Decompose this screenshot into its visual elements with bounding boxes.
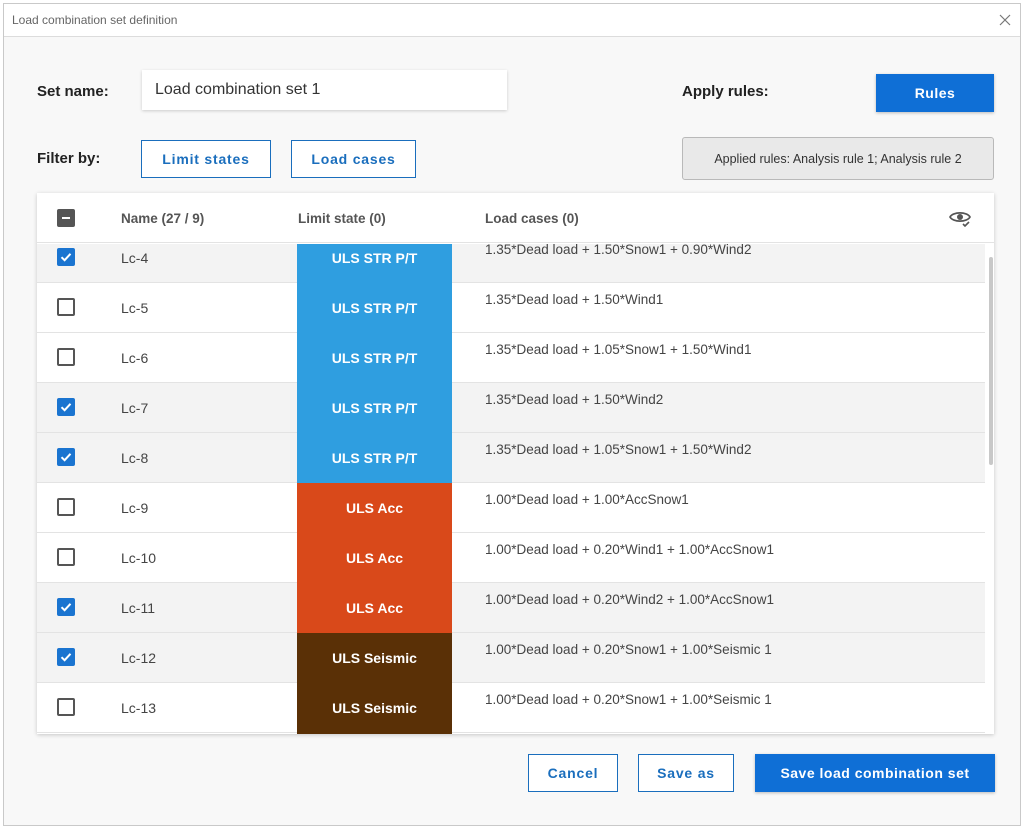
row-load-cases: 1.35*Dead load + 1.05*Snow1 + 1.50*Wind2 xyxy=(485,442,752,457)
table-row[interactable]: Lc-7 ULS STR P/T 1.35*Dead load + 1.50*Win… xyxy=(37,383,985,433)
scrollbar-thumb[interactable] xyxy=(989,257,993,465)
applied-rules-box: Applied rules: Analysis rule 1; Analysis… xyxy=(682,137,994,180)
row-checkbox[interactable] xyxy=(57,348,75,366)
column-visibility-button[interactable] xyxy=(948,208,972,233)
row-name: Lc-10 xyxy=(121,550,157,566)
row-name: Lc-12 xyxy=(121,650,157,666)
checkmark-icon xyxy=(60,603,72,612)
row-name: Lc-11 xyxy=(121,600,155,616)
row-limit-state-label: ULS STR P/T xyxy=(331,450,418,466)
row-checkbox[interactable] xyxy=(57,648,75,666)
row-limit-state-label: ULS Acc xyxy=(345,500,404,516)
checkmark-icon xyxy=(60,403,72,412)
eye-icon xyxy=(949,212,971,228)
load-combination-table: Name (27 / 9) Limit state (0) Load cases… xyxy=(37,193,994,734)
checkmark-icon xyxy=(60,453,72,462)
row-limit-state-label: ULS Seismic xyxy=(332,650,417,666)
rules-button[interactable]: Rules xyxy=(876,74,994,112)
row-checkbox[interactable] xyxy=(57,398,75,416)
set-name-input[interactable] xyxy=(142,70,507,110)
row-load-cases: 1.00*Dead load + 0.20*Wind1 + 1.00*AccSn… xyxy=(485,542,774,557)
row-checkbox[interactable] xyxy=(57,498,75,516)
row-limit-state-label: ULS STR P/T xyxy=(331,250,418,266)
row-limit-state-label: ULS STR P/T xyxy=(331,350,418,366)
scrollbar-track[interactable] xyxy=(985,244,994,734)
title-bar: Load combination set definition xyxy=(4,4,1020,37)
row-name: Lc-9 xyxy=(121,500,149,516)
row-limit-state: ULS Acc xyxy=(297,533,452,583)
row-name: Lc-7 xyxy=(121,400,149,416)
row-limit-state: ULS STR P/T xyxy=(297,283,452,333)
checkmark-icon xyxy=(60,253,72,262)
window-title: Load combination set definition xyxy=(12,13,178,27)
row-limit-state: ULS Acc xyxy=(297,483,452,533)
row-checkbox[interactable] xyxy=(57,298,75,316)
table-row[interactable]: Lc-12 ULS Seismic 1.00*Dead load + 0.20*Sn… xyxy=(37,633,985,683)
row-load-cases: 1.00*Dead load + 0.20*Snow1 + 1.00*Seism… xyxy=(485,642,772,657)
filter-by-label: Filter by: xyxy=(37,150,101,167)
row-checkbox[interactable] xyxy=(57,448,75,466)
row-load-cases: 1.35*Dead load + 1.50*Snow1 + 0.90*Wind2 xyxy=(485,244,752,257)
row-limit-state: ULS STR P/T xyxy=(297,433,452,483)
row-name: Lc-4 xyxy=(121,250,149,266)
row-limit-state: ULS STR P/T xyxy=(297,333,452,383)
checkmark-icon xyxy=(60,653,72,662)
row-name: Lc-8 xyxy=(121,450,149,466)
row-name: Lc-6 xyxy=(121,350,149,366)
load-combination-dialog: Load combination set definition Set name… xyxy=(3,3,1021,826)
table-row[interactable]: Lc-13 ULS Seismic 1.00*Dead load + 0.20*Sn… xyxy=(37,683,985,733)
row-limit-state: ULS STR P/T xyxy=(297,244,452,283)
load-cases-filter-button[interactable]: Load cases xyxy=(291,140,416,178)
row-checkbox[interactable] xyxy=(57,598,75,616)
table-body: Lc-4 ULS STR P/T 1.35*Dead load + 1.50*Sno… xyxy=(37,244,985,734)
row-load-cases: 1.00*Dead load + 1.00*AccSnow1 xyxy=(485,492,689,507)
row-limit-state: ULS Acc xyxy=(297,583,452,633)
table-row[interactable]: Lc-10 ULS Acc 1.00*Dead load + 0.20*Wind1 … xyxy=(37,533,985,583)
row-limit-state: ULS Seismic xyxy=(297,683,452,733)
row-name: Lc-13 xyxy=(121,700,157,716)
row-checkbox[interactable] xyxy=(57,248,75,266)
row-load-cases: 1.35*Dead load + 1.50*Wind1 xyxy=(485,292,664,307)
row-limit-state: ULS STR P/T xyxy=(297,383,452,433)
close-button[interactable] xyxy=(992,8,1018,32)
close-icon xyxy=(999,14,1011,26)
select-all-checkbox[interactable] xyxy=(57,209,75,227)
table-header: Name (27 / 9) Limit state (0) Load cases… xyxy=(37,193,994,243)
table-row[interactable] xyxy=(37,733,985,734)
save-as-button[interactable]: Save as xyxy=(638,754,734,792)
applied-rules-text: Applied rules: Analysis rule 1; Analysis… xyxy=(714,151,962,166)
apply-rules-label: Apply rules: xyxy=(682,83,769,100)
row-limit-state-label: ULS STR P/T xyxy=(331,300,418,316)
limit-states-filter-button[interactable]: Limit states xyxy=(141,140,271,178)
row-checkbox[interactable] xyxy=(57,548,75,566)
row-limit-state-label: ULS STR P/T xyxy=(331,400,418,416)
save-load-combination-set-button[interactable]: Save load combination set xyxy=(755,754,995,792)
row-load-cases: 1.00*Dead load + 0.20*Snow1 + 1.00*Seism… xyxy=(485,692,772,707)
column-header-name[interactable]: Name (27 / 9) xyxy=(121,211,205,226)
table-row[interactable]: Lc-4 ULS STR P/T 1.35*Dead load + 1.50*Sno… xyxy=(37,244,985,283)
row-limit-state-label: ULS Acc xyxy=(345,550,404,566)
table-row[interactable]: Lc-9 ULS Acc 1.00*Dead load + 1.00*AccSnow… xyxy=(37,483,985,533)
column-header-limit-state[interactable]: Limit state (0) xyxy=(298,211,386,226)
indeterminate-icon xyxy=(62,217,70,219)
row-limit-state-label: ULS Seismic xyxy=(332,700,417,716)
column-header-load-cases[interactable]: Load cases (0) xyxy=(485,211,579,226)
row-load-cases: 1.35*Dead load + 1.50*Wind2 xyxy=(485,392,664,407)
row-limit-state-label: ULS Acc xyxy=(345,600,404,616)
row-limit-state: ULS Seismic xyxy=(297,633,452,683)
set-name-label: Set name: xyxy=(37,83,109,100)
table-row[interactable]: Lc-6 ULS STR P/T 1.35*Dead load + 1.05*Sno… xyxy=(37,333,985,383)
row-limit-state xyxy=(297,733,452,734)
row-name: Lc-5 xyxy=(121,300,149,316)
row-checkbox[interactable] xyxy=(57,698,75,716)
cancel-button[interactable]: Cancel xyxy=(528,754,618,792)
table-row[interactable]: Lc-5 ULS STR P/T 1.35*Dead load + 1.50*Win… xyxy=(37,283,985,333)
row-load-cases: 1.35*Dead load + 1.05*Snow1 + 1.50*Wind1 xyxy=(485,342,752,357)
table-row[interactable]: Lc-8 ULS STR P/T 1.35*Dead load + 1.05*Sno… xyxy=(37,433,985,483)
row-load-cases: 1.00*Dead load + 0.20*Wind2 + 1.00*AccSn… xyxy=(485,592,774,607)
table-row[interactable]: Lc-11 ULS Acc 1.00*Dead load + 0.20*Wind2 … xyxy=(37,583,985,633)
